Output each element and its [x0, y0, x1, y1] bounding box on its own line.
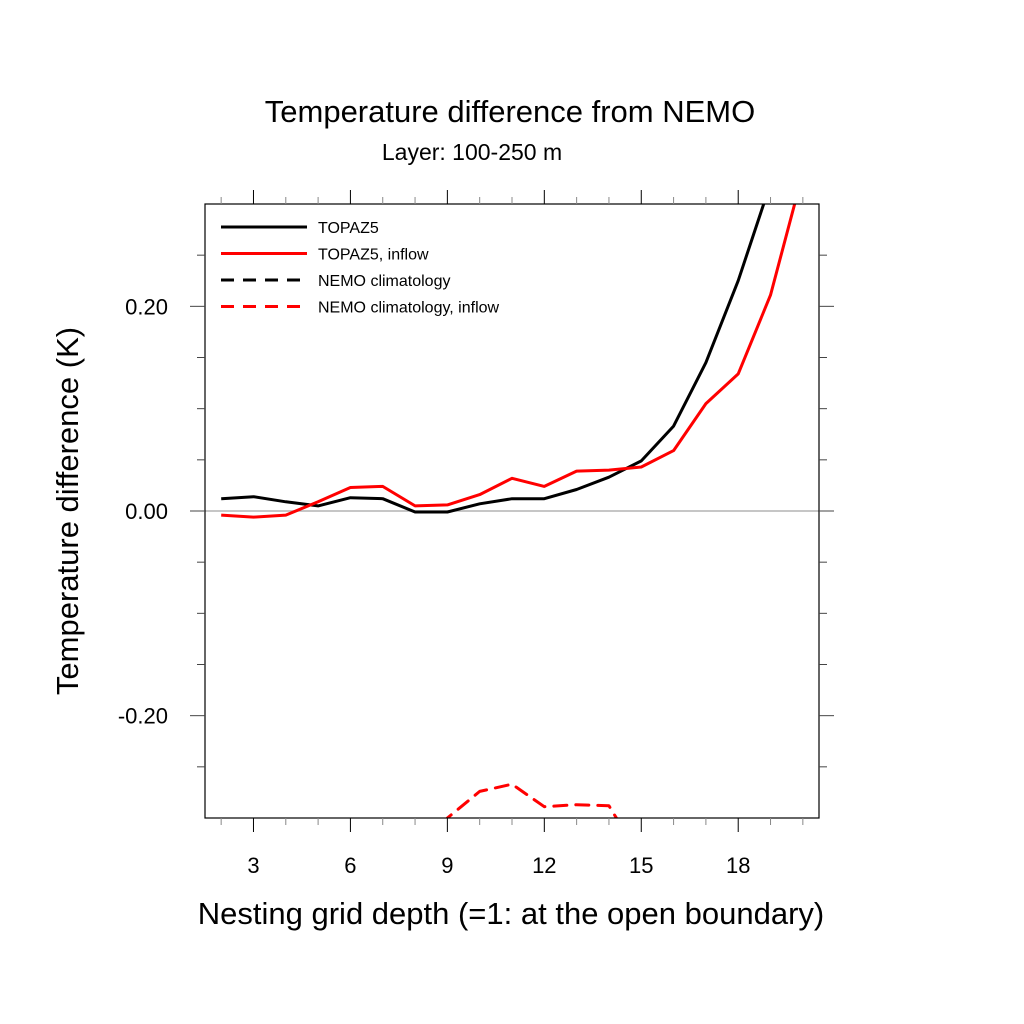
- series-line-nemo-climatology-inflow: [445, 782, 619, 818]
- x-tick-label: 15: [629, 853, 653, 878]
- series-line-topaz5: [221, 204, 766, 514]
- x-tick-label: 3: [247, 853, 259, 878]
- chart-title: Temperature difference from NEMO: [265, 94, 755, 129]
- legend-label: TOPAZ5: [318, 220, 379, 237]
- legend-label: NEMO climatology, inflow: [318, 300, 500, 317]
- x-tick-label: 12: [532, 853, 556, 878]
- y-tick-label: 0.20: [125, 294, 168, 319]
- series-line-topaz5-inflow: [221, 204, 797, 519]
- legend-label: NEMO climatology: [318, 273, 450, 290]
- legend: TOPAZ5 TOPAZ5, inflow NEMO climatology NEMO…: [221, 220, 500, 317]
- x-tick-label: 9: [441, 853, 453, 878]
- x-axis-label: Nesting grid depth (=1: at the open boun…: [198, 896, 824, 931]
- y-axis-label: Temperature difference (K): [50, 327, 85, 695]
- y-tick-label: 0.00: [125, 499, 168, 524]
- y-tick-label: -0.20: [118, 704, 168, 729]
- legend-label: TOPAZ5, inflow: [318, 247, 429, 264]
- x-tick-label: 6: [344, 853, 356, 878]
- chart-subtitle: Layer: 100-250 m: [382, 139, 562, 165]
- x-tick-label: 18: [726, 853, 750, 878]
